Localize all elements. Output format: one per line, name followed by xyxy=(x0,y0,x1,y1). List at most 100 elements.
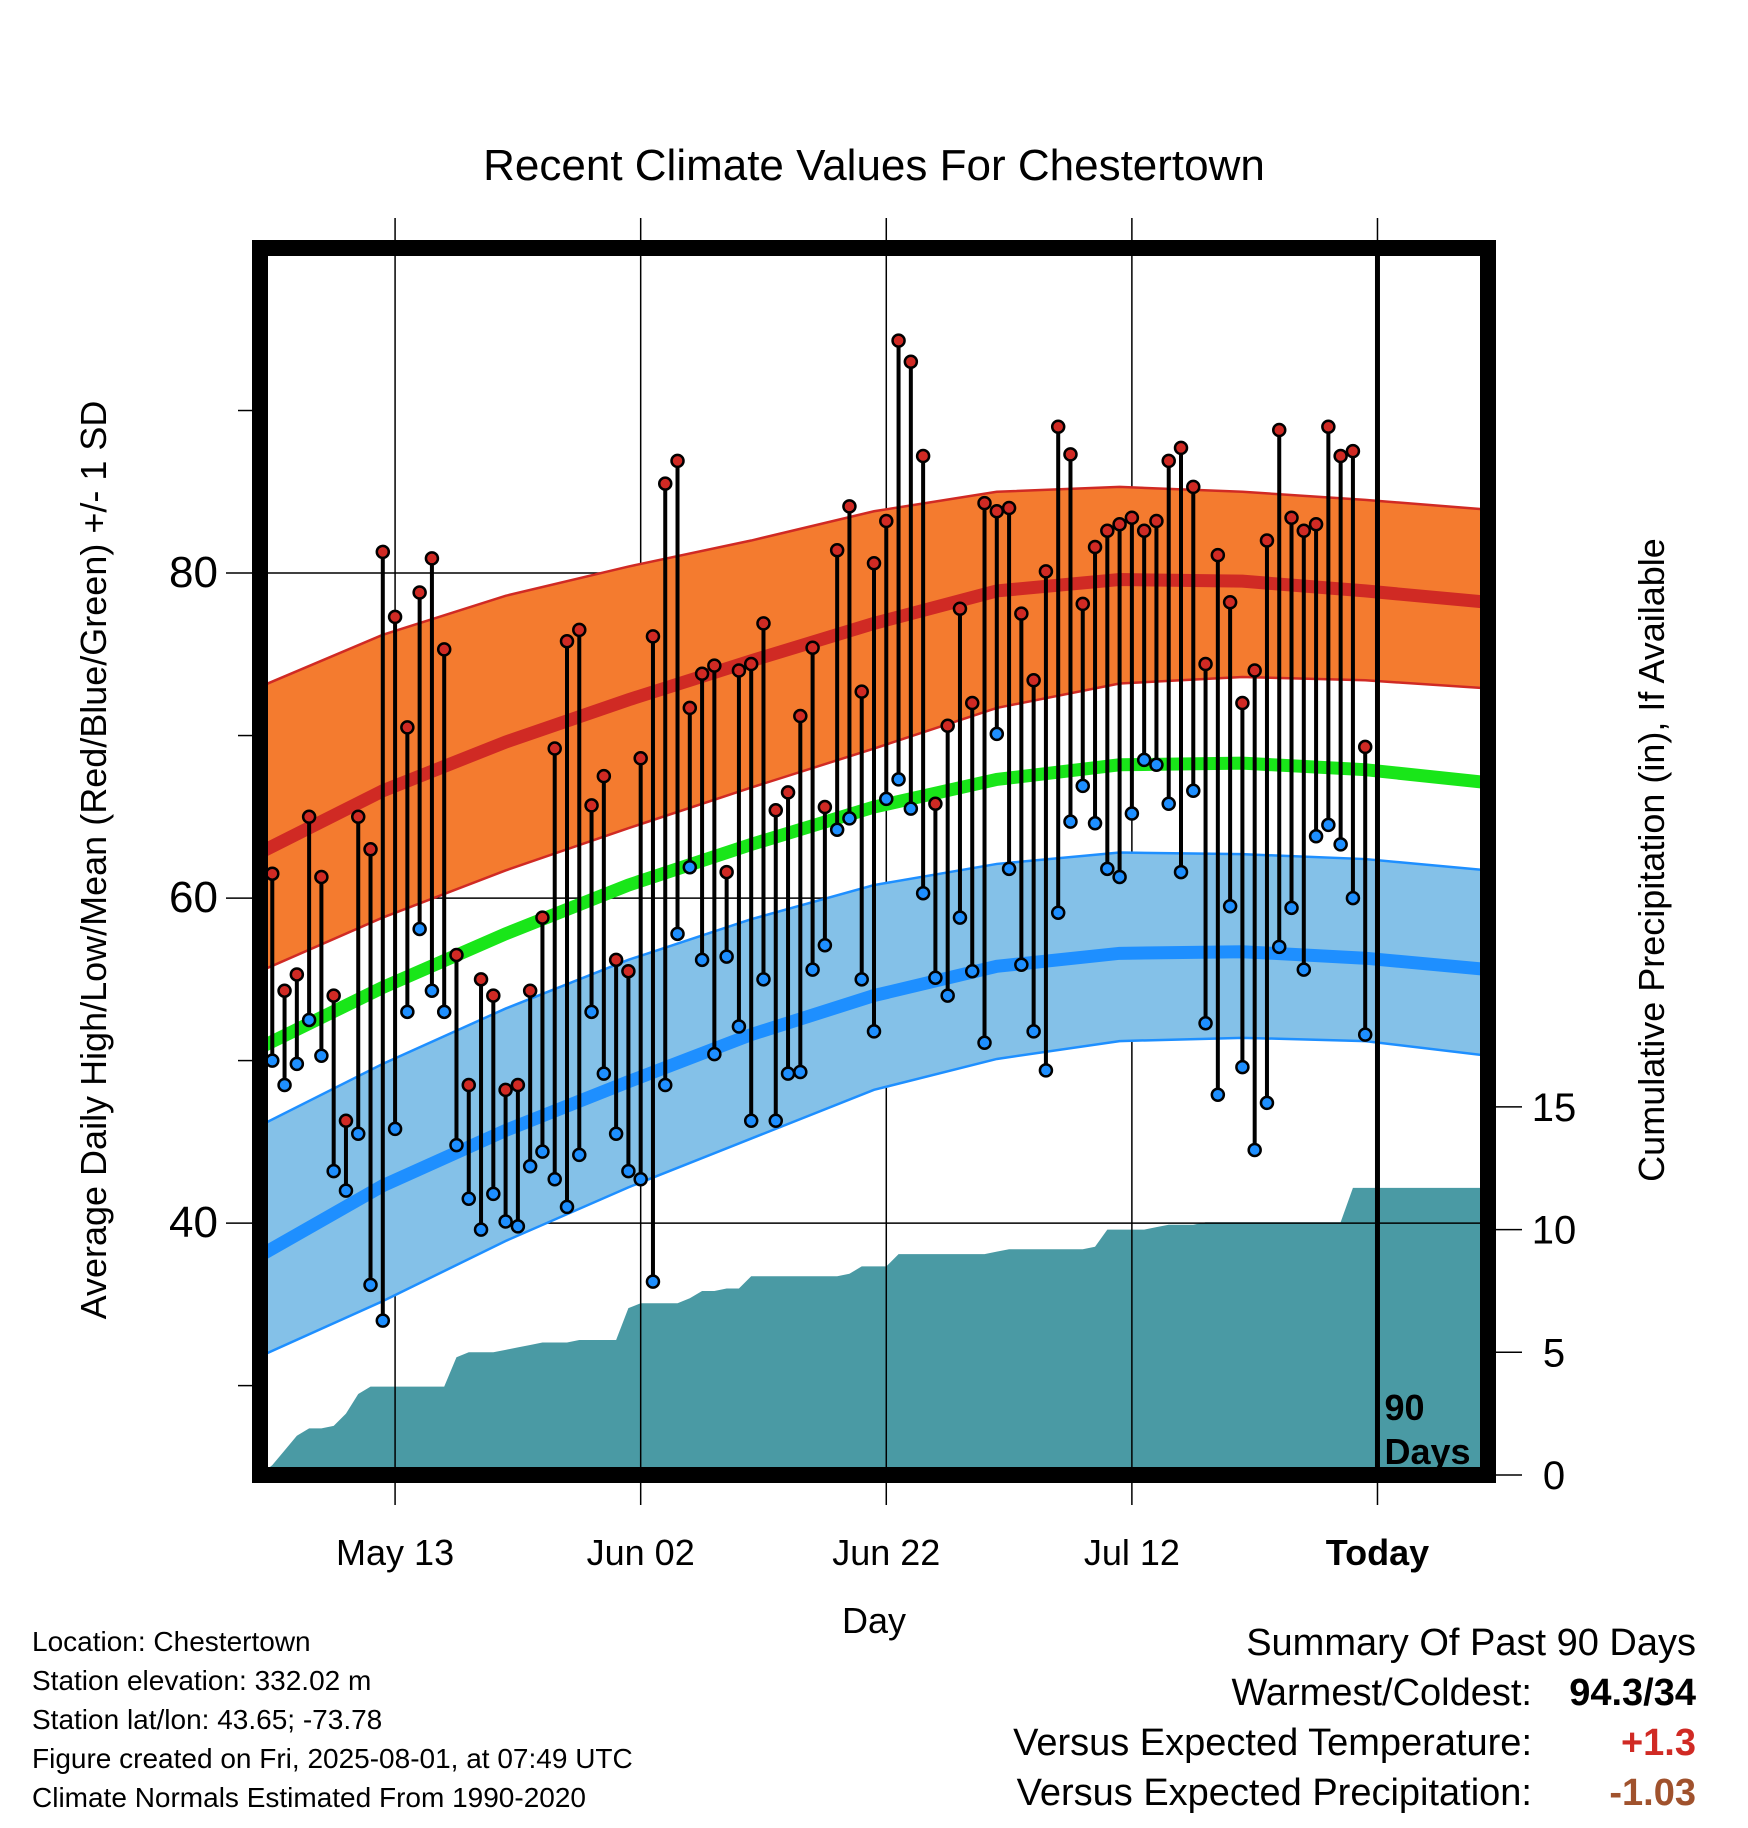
daily-low-point xyxy=(461,1191,477,1206)
daily-low-point xyxy=(400,1004,415,1020)
today-days-label: 90 Days xyxy=(1384,1387,1470,1472)
daily-low-point xyxy=(510,1219,526,1234)
daily-high-point xyxy=(559,634,575,649)
daily-high-point xyxy=(952,601,968,617)
precip-anomaly-row: Versus Expected Precipitation: -1.03 xyxy=(1013,1768,1696,1818)
daily-high-point xyxy=(743,656,759,672)
daily-high-point xyxy=(1050,419,1066,435)
daily-low-point xyxy=(1136,752,1152,768)
x-axis-label: Day xyxy=(842,1600,906,1641)
x-tick-label: Today xyxy=(1326,1532,1429,1573)
daily-low-point xyxy=(375,1313,391,1328)
daily-low-point xyxy=(350,1126,366,1141)
daily-low-point xyxy=(1210,1087,1226,1102)
daily-low-point xyxy=(756,972,771,987)
daily-low-point xyxy=(903,801,919,816)
daily-low-point xyxy=(964,963,980,979)
daily-low-point xyxy=(387,1121,403,1137)
y-tick-label: 80 xyxy=(169,548,218,597)
daily-high-point xyxy=(768,803,784,818)
daily-high-point xyxy=(891,333,906,348)
latlon-text: Station lat/lon: 43.65; -73.78 xyxy=(32,1704,383,1735)
daily-high-point xyxy=(621,963,636,979)
daily-low-point xyxy=(928,970,943,985)
daily-high-point xyxy=(1210,547,1226,563)
summary-panel: Summary Of Past 90 Days Warmest/Coldest:… xyxy=(1013,1618,1696,1818)
daily-high-point xyxy=(707,658,722,673)
daily-low-point xyxy=(1186,783,1201,799)
daily-high-point xyxy=(1063,447,1078,462)
location-text: Location: Chestertown xyxy=(32,1626,311,1657)
daily-high-point xyxy=(866,556,882,571)
daily-high-point xyxy=(682,700,698,716)
daily-low-point xyxy=(314,1048,329,1063)
daily-high-point xyxy=(1173,440,1189,456)
daily-high-point xyxy=(1087,539,1103,555)
daily-low-point xyxy=(1308,829,1324,844)
daily-high-point xyxy=(473,972,489,987)
daily-low-point xyxy=(694,952,710,968)
low-sd-band xyxy=(260,851,1488,1358)
daily-high-point xyxy=(461,1077,477,1093)
daily-low-point xyxy=(608,1126,624,1141)
daily-low-point xyxy=(596,1066,612,1081)
daily-low-point xyxy=(498,1214,513,1229)
warmest-coldest-row: Warmest/Coldest: 94.3/34 xyxy=(1013,1668,1696,1718)
daily-high-point xyxy=(817,799,833,815)
daily-high-point xyxy=(989,504,1005,519)
daily-low-point xyxy=(1050,905,1066,920)
daily-low-point xyxy=(326,1163,341,1179)
daily-low-point xyxy=(424,983,440,998)
daily-high-point xyxy=(522,983,538,998)
temp-anomaly-value: +1.3 xyxy=(1620,1722,1696,1764)
y2-axis-label: Cumulative Precipitation (in), If Availa… xyxy=(1631,538,1672,1182)
precip-anomaly-value: -1.03 xyxy=(1609,1772,1696,1814)
x-tick-label: Jun 22 xyxy=(832,1532,940,1573)
daily-low-point xyxy=(363,1277,378,1293)
daily-high-point xyxy=(387,609,403,625)
daily-high-point xyxy=(842,499,857,514)
x-tick-label: Jul 12 xyxy=(1084,1532,1180,1573)
daily-low-point xyxy=(1259,1095,1275,1111)
daily-high-point xyxy=(1308,517,1324,532)
daily-low-point xyxy=(1087,816,1103,831)
daily-low-point xyxy=(1321,817,1336,833)
daily-low-point xyxy=(572,1147,587,1163)
x-tick-label: May 13 xyxy=(336,1532,454,1573)
daily-low-point xyxy=(1124,806,1140,821)
daily-high-point xyxy=(1075,596,1091,612)
daily-high-point xyxy=(915,448,931,464)
daily-low-point xyxy=(989,726,1005,742)
daily-high-point xyxy=(731,663,747,678)
daily-low-point xyxy=(731,1019,747,1034)
daily-low-point xyxy=(817,937,833,953)
daily-high-point xyxy=(780,785,796,800)
daily-low-point xyxy=(977,1035,992,1050)
daily-low-point xyxy=(743,1113,759,1128)
daily-high-point xyxy=(375,544,391,560)
daily-low-point xyxy=(436,1004,452,1020)
plot-frame xyxy=(252,240,1496,1483)
daily-low-point xyxy=(1001,861,1017,877)
daily-high-point xyxy=(1357,739,1373,755)
daily-low-point xyxy=(1100,861,1115,877)
daily-low-point xyxy=(412,921,427,937)
summary-title: Summary Of Past 90 Days xyxy=(1246,1622,1696,1664)
daily-high-point xyxy=(400,720,415,735)
daily-low-point xyxy=(1296,962,1312,977)
station-info: Location: Chestertown Station elevation:… xyxy=(32,1622,633,1817)
precip-anomaly-label: Versus Expected Precipitation: xyxy=(1016,1772,1532,1814)
daily-high-point xyxy=(1296,523,1312,539)
daily-high-point xyxy=(854,684,869,699)
daily-high-point xyxy=(547,741,562,756)
temp-anomaly-label: Versus Expected Temperature: xyxy=(1013,1722,1532,1764)
daily-low-point xyxy=(1075,778,1091,794)
daily-high-point xyxy=(1198,656,1213,672)
daily-low-point xyxy=(829,822,845,838)
daily-high-point xyxy=(903,354,919,370)
daily-low-point xyxy=(584,1004,599,1020)
daily-high-point xyxy=(1026,673,1041,688)
daily-low-point xyxy=(670,926,685,942)
daily-high-point xyxy=(805,640,820,656)
